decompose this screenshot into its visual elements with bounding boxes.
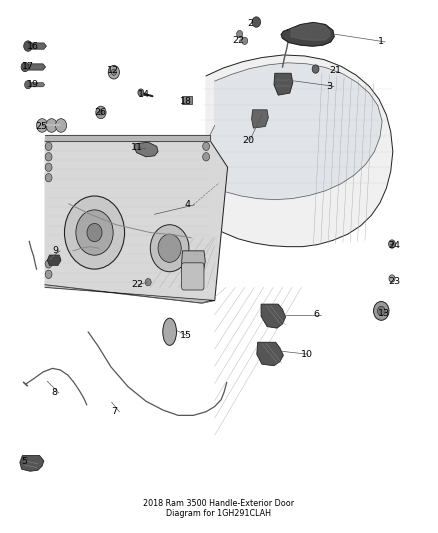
Circle shape [45,260,52,268]
Text: 23: 23 [389,277,401,286]
Text: 16: 16 [27,42,39,51]
Polygon shape [45,285,215,303]
Circle shape [45,152,52,161]
Text: 17: 17 [21,62,34,71]
Text: 25: 25 [35,122,47,131]
Circle shape [76,210,113,255]
Circle shape [203,152,209,161]
Circle shape [389,275,395,282]
Circle shape [46,119,57,132]
Polygon shape [291,23,330,41]
Circle shape [158,234,181,262]
Text: 19: 19 [27,80,39,89]
Text: 3: 3 [326,82,332,91]
Text: 7: 7 [112,407,118,416]
Circle shape [56,119,67,132]
Text: 2018 Ram 3500 Handle-Exterior Door
Diagram for 1GH291CLAH: 2018 Ram 3500 Handle-Exterior Door Diagr… [143,499,295,518]
Polygon shape [47,255,61,265]
Text: 24: 24 [389,241,400,250]
Circle shape [21,62,29,71]
Circle shape [45,270,52,279]
Text: 22: 22 [131,280,143,289]
Text: 12: 12 [107,66,120,75]
Text: 14: 14 [138,90,150,99]
Text: 6: 6 [314,310,319,319]
Polygon shape [274,73,293,95]
Polygon shape [20,456,44,471]
Polygon shape [200,55,393,247]
Text: 5: 5 [21,457,28,466]
Circle shape [242,37,248,45]
Polygon shape [45,135,210,141]
Circle shape [45,163,52,172]
Text: 8: 8 [52,389,57,398]
Circle shape [64,196,124,269]
Text: 21: 21 [330,66,342,75]
Circle shape [150,225,189,272]
Circle shape [99,110,103,115]
Circle shape [87,223,102,241]
Text: 11: 11 [131,143,143,152]
Text: 10: 10 [300,350,313,359]
Text: 9: 9 [53,246,58,255]
Circle shape [111,69,117,75]
Circle shape [24,41,32,51]
Polygon shape [28,43,46,49]
Circle shape [203,142,209,150]
Polygon shape [251,110,268,128]
Polygon shape [281,22,334,46]
Circle shape [378,306,385,316]
Circle shape [252,17,261,27]
Circle shape [45,174,52,182]
Polygon shape [201,63,382,200]
Circle shape [25,80,32,89]
Polygon shape [182,251,205,274]
Circle shape [145,279,151,286]
Text: 2: 2 [247,19,253,28]
Text: 26: 26 [95,108,106,117]
Circle shape [237,30,243,38]
Circle shape [389,240,396,248]
Polygon shape [134,142,158,157]
Polygon shape [28,83,45,87]
Ellipse shape [163,318,177,345]
Text: 15: 15 [180,331,191,340]
Circle shape [45,142,52,150]
Text: 20: 20 [243,135,254,144]
Circle shape [108,66,120,79]
Circle shape [312,65,319,73]
Text: 18: 18 [180,98,191,107]
Text: 4: 4 [185,200,191,209]
Circle shape [36,119,48,132]
Text: 22: 22 [232,36,244,45]
Polygon shape [45,141,228,303]
Polygon shape [25,64,46,70]
Polygon shape [257,342,283,366]
Circle shape [374,302,389,320]
Text: 1: 1 [378,37,384,46]
Circle shape [138,89,144,96]
FancyBboxPatch shape [182,96,191,104]
Polygon shape [261,304,286,328]
Text: 13: 13 [378,309,390,318]
Circle shape [96,106,106,119]
FancyBboxPatch shape [182,263,204,290]
